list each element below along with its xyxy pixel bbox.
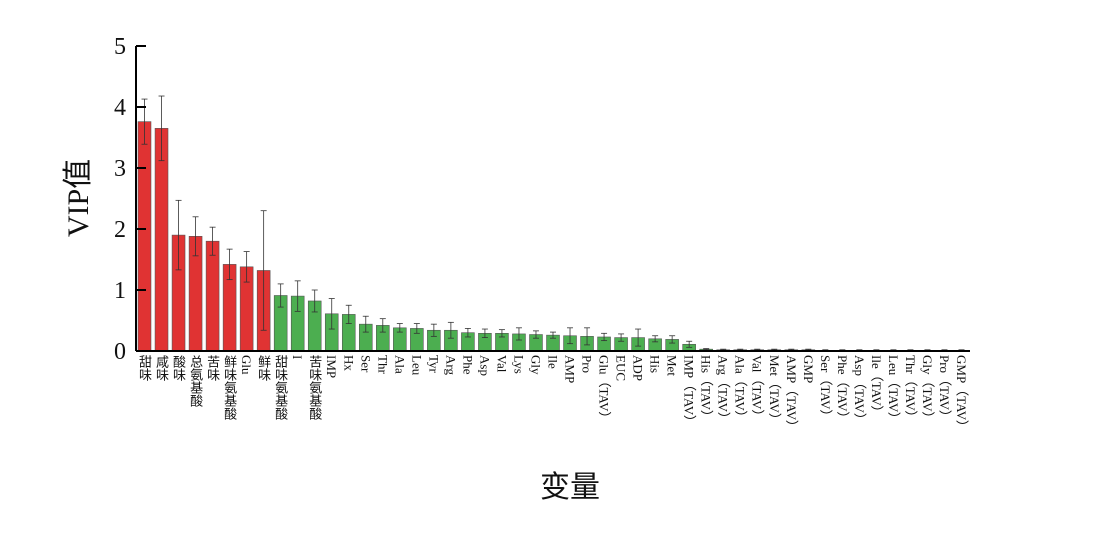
x-tick-label: GMP（TAV） bbox=[954, 355, 969, 433]
x-tick-label: Ser（TAV） bbox=[818, 355, 833, 422]
x-tick-label: Glu（TAV） bbox=[597, 355, 612, 425]
bar bbox=[205, 240, 220, 352]
x-tick-label: Arg（TAV） bbox=[716, 355, 731, 425]
x-tick-label: Ala bbox=[392, 355, 407, 374]
x-tick-label: Asp（TAV） bbox=[852, 355, 867, 426]
y-tick-label: 4 bbox=[114, 95, 126, 121]
x-tick-label: Phe（TAV） bbox=[835, 355, 850, 425]
x-tick-label: Ile bbox=[546, 355, 561, 369]
x-tick-label: Val bbox=[494, 355, 509, 373]
x-tick-label: Pro bbox=[580, 355, 595, 373]
x-tick-label: 鲜味氨基酸 bbox=[222, 355, 237, 420]
x-tick-label: AMP bbox=[563, 355, 578, 383]
y-axis-label: VIP值 bbox=[62, 159, 95, 237]
x-tick-label: Hx bbox=[341, 355, 356, 371]
x-tick-label: Met bbox=[665, 355, 680, 376]
x-tick-label: 苦味 bbox=[205, 354, 220, 381]
x-tick-label: 甜味 bbox=[137, 354, 152, 381]
x-tick-label: Pro（TAV） bbox=[937, 355, 952, 423]
x-tick-label: Val（TAV） bbox=[750, 355, 765, 422]
x-tick-label: 咸味 bbox=[154, 355, 169, 381]
x-axis-label: 变量 bbox=[540, 471, 600, 504]
x-tick-label: Asp bbox=[477, 355, 492, 376]
x-tick-label: EUC bbox=[614, 355, 629, 381]
x-tick-label: Tyr bbox=[426, 355, 441, 374]
x-tick-label: Ala（TAV） bbox=[733, 355, 748, 424]
y-tick-label: 0 bbox=[114, 339, 126, 365]
y-tick-label: 1 bbox=[114, 278, 126, 304]
x-tick-label: GMP bbox=[801, 355, 816, 383]
x-tick-label: Lys bbox=[511, 355, 526, 374]
x-tick-label: Thr（TAV） bbox=[903, 355, 918, 424]
x-tick-label: Glu bbox=[239, 355, 254, 375]
x-tick-label: Arg bbox=[443, 355, 458, 375]
x-tick-label: Phe bbox=[460, 355, 475, 375]
x-tick-label: 甜味氨基酸 bbox=[273, 354, 288, 420]
y-tick-label: 2 bbox=[114, 217, 126, 243]
x-tick-label: IMP（TAV） bbox=[682, 355, 697, 428]
x-tick-label: IMP bbox=[324, 355, 339, 378]
x-tick-label: AMP（TAV） bbox=[784, 355, 799, 433]
x-tick-label: Thr bbox=[375, 355, 390, 374]
y-tick-label: 5 bbox=[114, 34, 126, 60]
x-tick-label: Gly（TAV） bbox=[920, 355, 935, 425]
x-tick-label: Leu bbox=[409, 355, 424, 376]
x-tick-label: His（TAV） bbox=[699, 355, 714, 423]
x-tick-label: His bbox=[648, 355, 663, 373]
x-tick-label: Ile（TAV） bbox=[869, 355, 884, 419]
bar bbox=[154, 128, 169, 352]
x-tick-label: Met（TAV） bbox=[767, 355, 782, 426]
x-tick-label: Leu（TAV） bbox=[886, 355, 901, 425]
x-tick-label: 苦味氨基酸 bbox=[307, 354, 322, 420]
bar bbox=[137, 121, 152, 352]
x-tick-label: 鲜味 bbox=[256, 355, 271, 381]
x-tick-label: Ser bbox=[358, 355, 373, 373]
x-tick-label: 酸味 bbox=[171, 355, 186, 381]
x-tick-label: 总氨基酸 bbox=[188, 355, 203, 407]
x-tick-label: Gly bbox=[528, 355, 543, 375]
y-tick-label: 3 bbox=[114, 156, 126, 182]
x-tick-label: I bbox=[290, 355, 305, 359]
x-tick-label: ADP bbox=[631, 355, 646, 381]
